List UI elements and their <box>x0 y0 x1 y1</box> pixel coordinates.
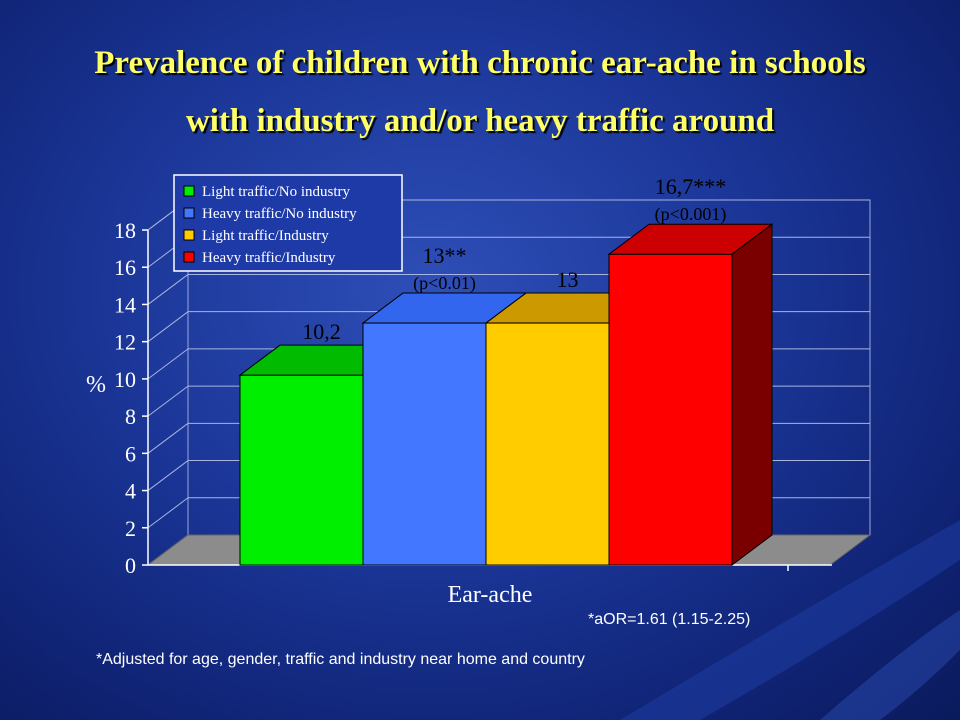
gridline-diagonal <box>147 422 189 454</box>
data-label-2: 13** <box>423 243 467 268</box>
legend-swatch-4 <box>183 251 195 263</box>
data-label-1: 10,2 <box>302 319 341 344</box>
legend-swatch-2 <box>183 207 195 219</box>
data-labels: 10,2 13** (p<0.01) 13 16,7*** (p<0.001) <box>302 174 726 344</box>
gridline-diagonal <box>147 385 189 417</box>
y-tick-label: 18 <box>114 218 136 243</box>
legend-swatch-1 <box>183 185 195 197</box>
legend-label-3: Light traffic/Industry <box>202 228 329 244</box>
y-tick-label: 10 <box>114 367 136 392</box>
x-axis-label: Ear-ache <box>448 582 533 608</box>
y-tick-label: 0 <box>125 553 136 578</box>
y-tick-label: 12 <box>114 330 136 355</box>
bar-2 <box>362 322 487 566</box>
slide-title: Prevalence of children with chronic ear-… <box>40 34 920 150</box>
legend-label-1: Light traffic/No industry <box>202 184 351 200</box>
data-label-4: 16,7*** <box>655 174 727 199</box>
legend-swatch-3 <box>183 229 195 241</box>
chart-legend: Light traffic/No industry Heavy traffic/N… <box>173 174 403 272</box>
gridline-diagonal <box>147 274 189 305</box>
y-axis-label: % <box>86 372 106 398</box>
gridline-diagonal <box>147 348 189 380</box>
p-value-annotation-2: (p<0.01) <box>413 273 476 294</box>
legend-label-4: Heavy traffic/Industry <box>202 250 336 266</box>
bar-side-4 <box>731 223 773 566</box>
title-line-2: with industry and/or heavy traffic aroun… <box>185 103 775 139</box>
chart-bars <box>238 223 774 566</box>
y-tick-label: 6 <box>125 441 136 466</box>
bar-4 <box>608 253 733 566</box>
p-value-annotation-4: (p<0.001) <box>655 204 727 225</box>
y-tick-label: 16 <box>114 255 136 280</box>
aor-note: *aOR=1.61 (1.15-2.25) <box>588 611 751 628</box>
legend-box <box>173 174 403 272</box>
y-tick-label: 2 <box>125 516 136 541</box>
title-line-1: Prevalence of children with chronic ear-… <box>94 45 866 81</box>
y-tick-label: 8 <box>125 404 136 429</box>
gridline-diagonal <box>147 497 189 529</box>
gridline-diagonal <box>147 460 189 491</box>
data-label-3: 13 <box>557 267 579 292</box>
y-tick-label: 4 <box>125 479 136 504</box>
gridline-diagonal <box>147 311 189 343</box>
legend-label-2: Heavy traffic/No industry <box>202 206 357 222</box>
bar-1 <box>239 374 364 566</box>
bar-3 <box>485 322 610 566</box>
adjustment-note: *Adjusted for age, gender, traffic and i… <box>96 651 585 668</box>
y-tick-label: 14 <box>114 292 136 317</box>
